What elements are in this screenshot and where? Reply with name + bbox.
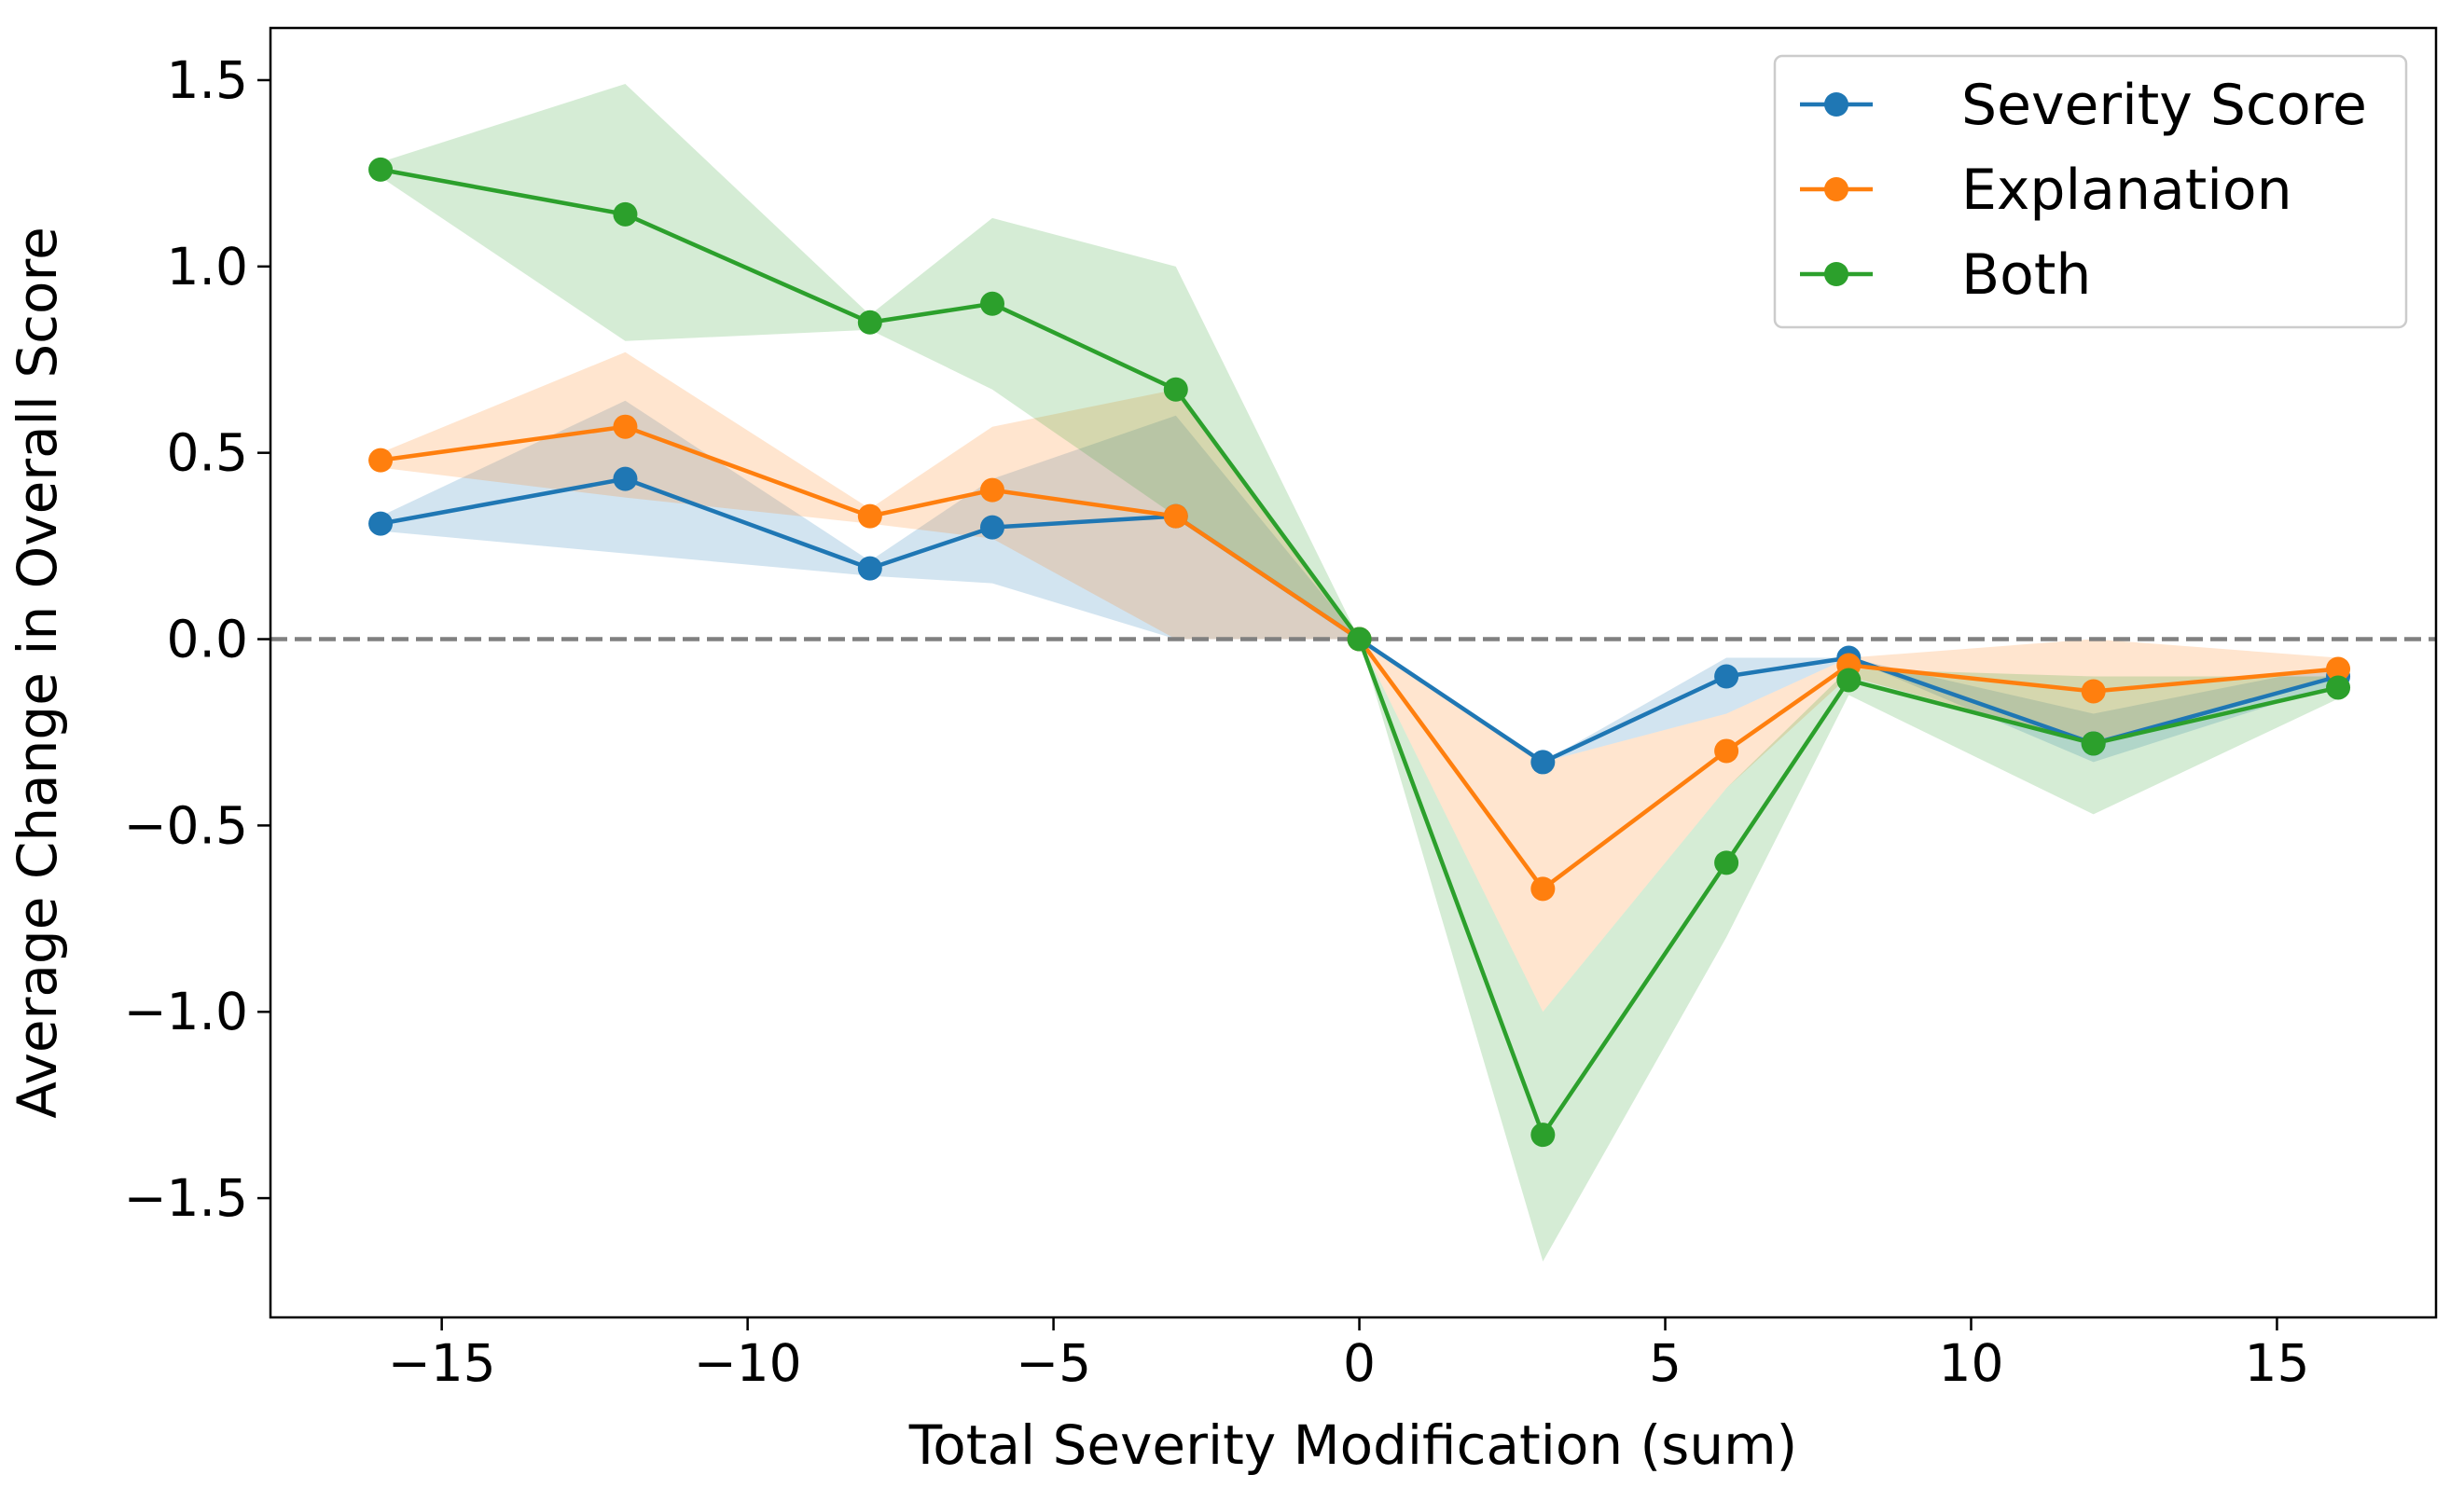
point-explanation bbox=[2326, 656, 2351, 682]
y-tick-label: 1.5 bbox=[167, 50, 248, 110]
y-tick-label: −1.5 bbox=[123, 1168, 248, 1228]
point-both bbox=[2081, 731, 2106, 756]
plot-frame bbox=[269, 26, 2438, 1319]
x-tick-label: 15 bbox=[2244, 1333, 2309, 1393]
legend-marker-severity-score bbox=[1824, 92, 1848, 117]
point-both bbox=[1347, 627, 1372, 652]
series-markers bbox=[368, 157, 2351, 1148]
point-both bbox=[368, 157, 394, 182]
x-axis-ticks: −15 −10 −5 0 5 10 15 bbox=[388, 1317, 2309, 1393]
point-both bbox=[857, 310, 882, 335]
x-tick-label: −10 bbox=[694, 1333, 802, 1393]
point-explanation bbox=[857, 503, 882, 529]
point-severity-score bbox=[857, 556, 882, 581]
band-both bbox=[381, 83, 2339, 1262]
y-tick-label: 1.0 bbox=[167, 237, 248, 296]
legend-label-both: Both bbox=[1961, 242, 2091, 308]
point-both bbox=[1530, 1123, 1556, 1148]
point-both bbox=[2326, 675, 2351, 700]
legend-box bbox=[1773, 54, 2408, 329]
legend-marker-explanation bbox=[1824, 177, 1848, 201]
x-tick-label: −5 bbox=[1016, 1333, 1091, 1393]
point-explanation bbox=[1714, 738, 1739, 764]
x-tick-label: 10 bbox=[1938, 1333, 2003, 1393]
y-tick-label: −1.0 bbox=[123, 982, 248, 1041]
legend: Severity Score Explanation Both bbox=[1773, 54, 2408, 329]
y-axis-label: Average Change in Overall Score bbox=[6, 227, 69, 1119]
point-both bbox=[613, 201, 638, 227]
point-severity-score bbox=[1530, 750, 1556, 775]
legend-marker-both bbox=[1824, 262, 1848, 286]
point-severity-score bbox=[980, 515, 1004, 540]
y-tick-label: −0.5 bbox=[123, 795, 248, 855]
y-tick-label: 0.0 bbox=[167, 610, 248, 669]
point-both bbox=[1714, 850, 1739, 875]
point-explanation bbox=[1530, 876, 1556, 902]
point-severity-score bbox=[613, 466, 638, 491]
band-severity-score bbox=[381, 400, 2339, 763]
legend-label-explanation: Explanation bbox=[1961, 158, 2292, 223]
point-explanation bbox=[2081, 679, 2106, 704]
y-axis-ticks: −1.5 −1.0 −0.5 0.0 0.5 1.0 1.5 bbox=[123, 50, 270, 1228]
y-tick-label: 0.5 bbox=[167, 423, 248, 483]
x-axis-label: Total Severity Modification (sum) bbox=[908, 1413, 1798, 1477]
point-both bbox=[980, 291, 1004, 316]
point-explanation bbox=[368, 448, 394, 473]
point-explanation bbox=[613, 414, 638, 439]
point-explanation bbox=[1163, 503, 1188, 529]
point-severity-score bbox=[368, 511, 394, 536]
point-both bbox=[1836, 668, 1862, 693]
point-severity-score bbox=[1714, 664, 1739, 689]
x-tick-label: −15 bbox=[388, 1333, 496, 1393]
x-tick-label: 5 bbox=[1649, 1333, 1682, 1393]
point-both bbox=[1163, 377, 1188, 402]
legend-label-severity-score: Severity Score bbox=[1961, 73, 2367, 138]
x-tick-label: 0 bbox=[1343, 1333, 1376, 1393]
point-explanation bbox=[980, 477, 1004, 503]
